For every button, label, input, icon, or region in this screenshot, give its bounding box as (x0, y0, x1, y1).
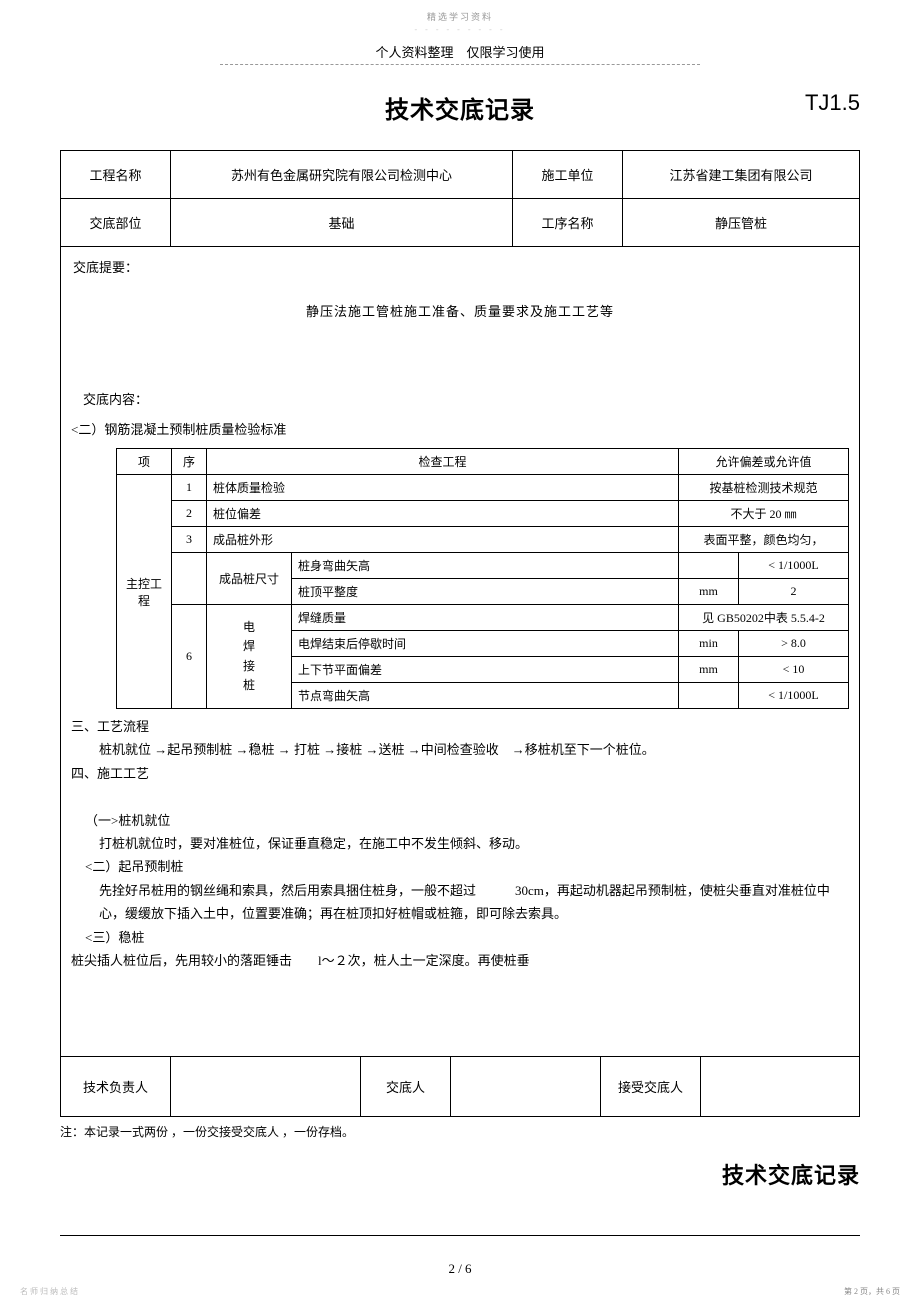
qt-tol-1: 按基桩检测技术规范 (679, 475, 849, 501)
project-name: 苏州有色金属研究院有限公司检测中心 (171, 151, 513, 199)
project-name-label: 工程名称 (61, 151, 171, 199)
discl-label: 交底人 (361, 1057, 451, 1117)
proc-h3: 三、工艺流程 (71, 715, 837, 738)
discl-value (451, 1057, 601, 1117)
proc-p3h: <三）稳桩 (71, 926, 837, 949)
qt-seq-1: 1 (172, 475, 207, 501)
proc-flow: 桩机就位 →起吊预制桩 →稳桩 → 打桩 →接桩 →送桩 →中间检查验收 →移桩… (71, 738, 837, 761)
qt-row6-r3c: 上下节平面偏差 (292, 657, 679, 683)
proc-p2h: <二）起吊预制桩 (71, 855, 837, 878)
page-title: 技术交底记录 (385, 90, 535, 125)
qt-row6-r4v: < 1/1000L (739, 683, 849, 709)
qt-seq-3: 3 (172, 527, 207, 553)
qt-seq-2: 2 (172, 501, 207, 527)
qt-item-group: 主控工程 (117, 475, 172, 709)
proc-p3t: 桩尖插人桩位后，先用较小的落距锤击 l～２次，桩人土一定深度。再使桩垂 (71, 949, 837, 972)
part-label: 交底部位 (61, 199, 171, 247)
recv-value (701, 1057, 860, 1117)
proc-label: 工序名称 (513, 199, 623, 247)
unit-value: 江苏省建工集团有限公司 (623, 151, 860, 199)
qt-h-item: 项 (117, 449, 172, 475)
proc-p2t: 先拴好吊桩用的钢丝绳和索具，然后用索具捆住桩身，一般不超过 30cm，再起动机器… (71, 879, 837, 926)
unit-label: 施工单位 (513, 151, 623, 199)
qt-row6-r4u (679, 683, 739, 709)
qt-row4-unit2: mm (679, 579, 739, 605)
qt-row6-r2u: min (679, 631, 739, 657)
divider (60, 1235, 860, 1236)
qt-tol-3: 表面平整，颜色均匀， (679, 527, 849, 553)
qt-row6-r2c: 电焊结束后停歇时间 (292, 631, 679, 657)
header-banner: 个人资料整理 仅限学习使用 (375, 45, 544, 60)
summary-label: 交底提要： (73, 257, 847, 276)
proc-value: 静压管桩 (623, 199, 860, 247)
info-table: 工程名称 苏州有色金属研究院有限公司检测中心 施工单位 江苏省建工集团有限公司 … (60, 150, 860, 1056)
part-value: 基础 (171, 199, 513, 247)
qt-check-1: 桩体质量检验 (207, 475, 679, 501)
qt-h-tol: 允许偏差或允许值 (679, 449, 849, 475)
summary-text: 静压法施工管桩施工准备、质量要求及施工工艺等 (73, 276, 847, 355)
qt-row6-r3v: < 10 (739, 657, 849, 683)
qt-row6-r2v: > 8.0 (739, 631, 849, 657)
foot-note: 注：本记录一式两份 ，一份交接受交底人 ，一份存档。 (60, 1123, 860, 1140)
quality-table: 项 序 检查工程 允许偏差或允许值 主控工程 1 桩体质量检验 按基桩检测技术规… (116, 448, 849, 709)
top-dots: - - - - - - - - - (60, 25, 860, 34)
proc-p1h: （一>桩机就位 (71, 809, 837, 832)
qt-row4-val1: < 1/1000L (739, 553, 849, 579)
qt-row4-unit1 (679, 553, 739, 579)
qt-row6-r4c: 节点弯曲矢高 (292, 683, 679, 709)
qt-tol-2: 不大于 20 ㎜ (679, 501, 849, 527)
qt-row4-val2: 2 (739, 579, 849, 605)
qt-row4-sub1: 桩身弯曲矢高 (292, 553, 679, 579)
title-code: TJ1.5 (805, 90, 860, 116)
qt-check-3: 成品桩外形 (207, 527, 679, 553)
qt-check-4main: 成品桩尺寸 (207, 553, 292, 605)
qt-row6-r1t: 见 GB50202中表 5.5.4-2 (679, 605, 849, 631)
signature-table: 技术负责人 交底人 接受交底人 (60, 1056, 860, 1117)
recv-label: 接受交底人 (601, 1057, 701, 1117)
top-header: 精选学习资料 (60, 10, 860, 23)
bottom-title: 技术交底记录 (60, 1158, 860, 1190)
tech-lead-value (171, 1057, 361, 1117)
page-number: 2 / 6 (60, 1261, 860, 1277)
footer-left: 名师归纳总结 (20, 1286, 80, 1297)
proc-h4: 四、施工工艺 (71, 762, 837, 785)
section2-heading: <二）钢筋混凝土预制桩质量检验标准 (71, 419, 849, 438)
qt-seq-6: 6 (172, 605, 207, 709)
tech-lead-label: 技术负责人 (61, 1057, 171, 1117)
content-label: 交底内容： (83, 389, 849, 408)
qt-seq-blank (172, 553, 207, 605)
qt-row6-group: 电焊接桩 (207, 605, 292, 709)
footer-right: 第 2 页，共 6 页 (844, 1286, 900, 1297)
qt-h-check: 检查工程 (207, 449, 679, 475)
qt-check-2: 桩位偏差 (207, 501, 679, 527)
proc-p1t: 打桩机就位时，要对准桩位，保证垂直稳定，在施工中不发生倾斜、移动。 (71, 832, 837, 855)
qt-row4-sub2: 桩顶平整度 (292, 579, 679, 605)
qt-h-seq: 序 (172, 449, 207, 475)
qt-row6-r3u: mm (679, 657, 739, 683)
qt-row6-r1c: 焊缝质量 (292, 605, 679, 631)
